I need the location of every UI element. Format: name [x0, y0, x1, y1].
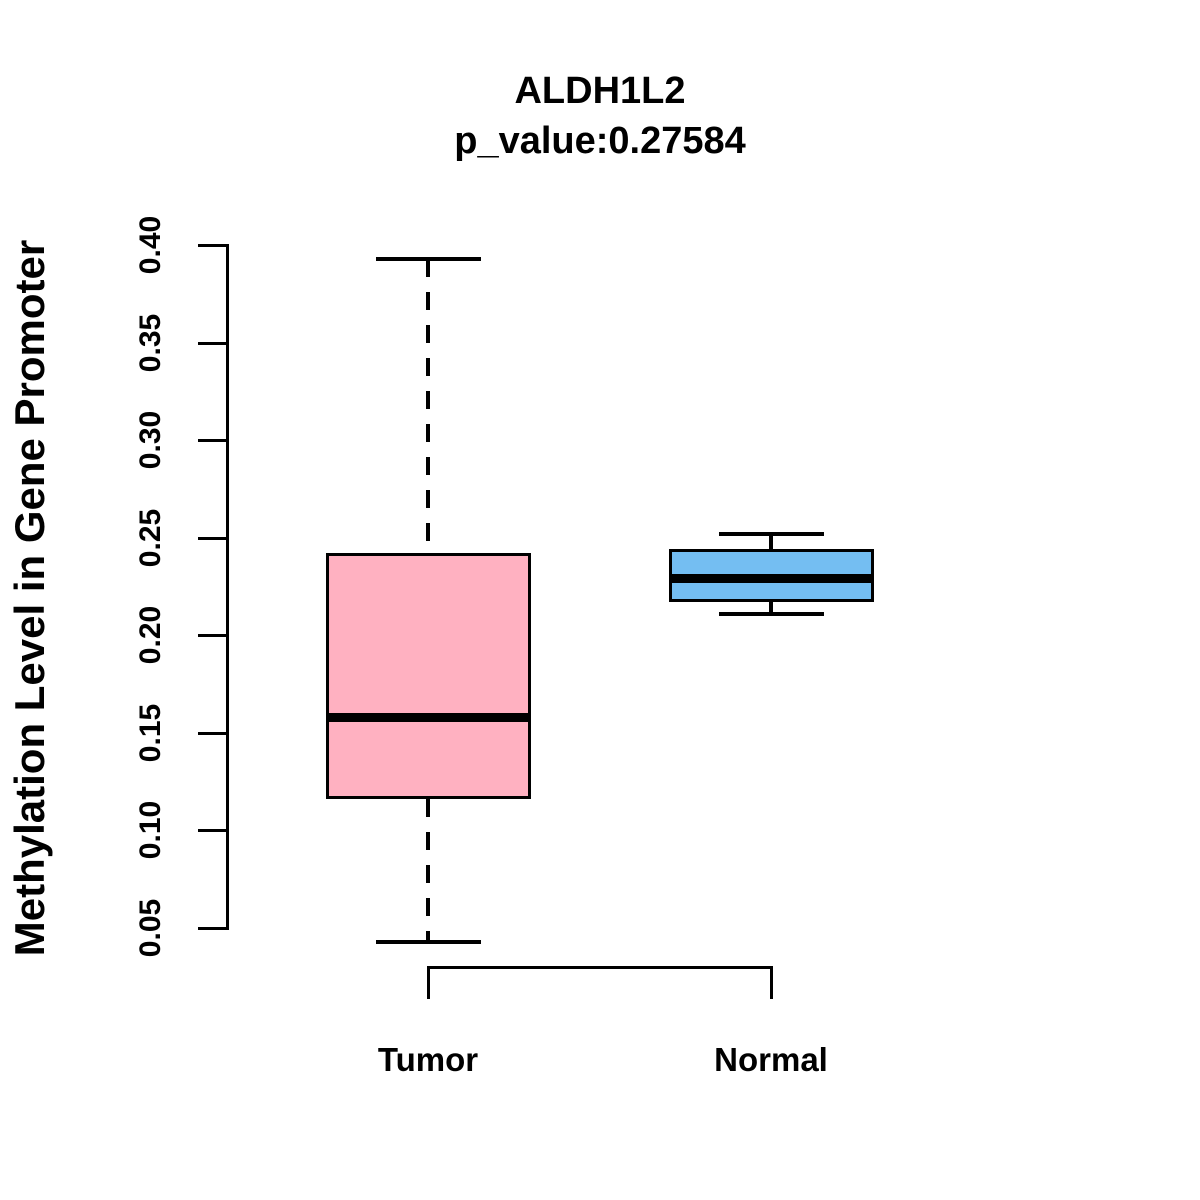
x-axis-line [428, 966, 771, 969]
y-axis-tick [198, 244, 226, 247]
whisker-cap-upper-tumor [375, 256, 481, 261]
box-tumor [325, 553, 531, 800]
y-axis-tick-label: 0.35 [134, 313, 167, 372]
y-axis-tick-label: 0.40 [134, 215, 167, 275]
y-axis-title: Methylation Level in Gene Promoter [6, 239, 53, 957]
y-axis-tick [198, 536, 226, 540]
whisker-cap-upper-normal [718, 531, 824, 536]
y-axis-line [226, 244, 229, 930]
chart-subtitle: p_value:0.27584 [454, 120, 746, 163]
median-line-tumor [325, 712, 531, 722]
chart-title: ALDH1L2 [514, 70, 686, 112]
y-axis-tick [198, 731, 226, 735]
y-axis-tick [198, 634, 226, 638]
y-axis-tick-label: 0.30 [134, 410, 167, 470]
whisker-upper-normal [769, 533, 773, 550]
y-axis-tick [198, 829, 226, 833]
y-axis-tick-label: 0.05 [134, 898, 167, 958]
y-axis-tick [198, 927, 226, 930]
median-line-normal [668, 574, 874, 584]
whisker-lower-tumor [426, 799, 430, 942]
whisker-cap-lower-normal [718, 611, 824, 616]
y-axis-tick-label: 0.20 [134, 606, 167, 665]
y-axis-tick [198, 439, 226, 443]
x-axis-label-normal: Normal [714, 1041, 828, 1078]
x-axis-label-tumor: Tumor [377, 1041, 479, 1078]
y-axis-tick-label: 0.25 [134, 508, 167, 567]
y-axis-tick-label: 0.15 [134, 703, 167, 763]
title-block: ALDH1L2 p_value:0.27584 [0, 66, 1200, 166]
x-axis-tick [426, 966, 430, 999]
whisker-cap-lower-tumor [375, 939, 481, 944]
x-axis-tick [769, 966, 773, 999]
y-axis-tick-label: 0.10 [134, 801, 167, 860]
y-axis-tick [198, 341, 226, 345]
whisker-lower-normal [769, 602, 773, 614]
whisker-upper-tumor [426, 258, 430, 554]
